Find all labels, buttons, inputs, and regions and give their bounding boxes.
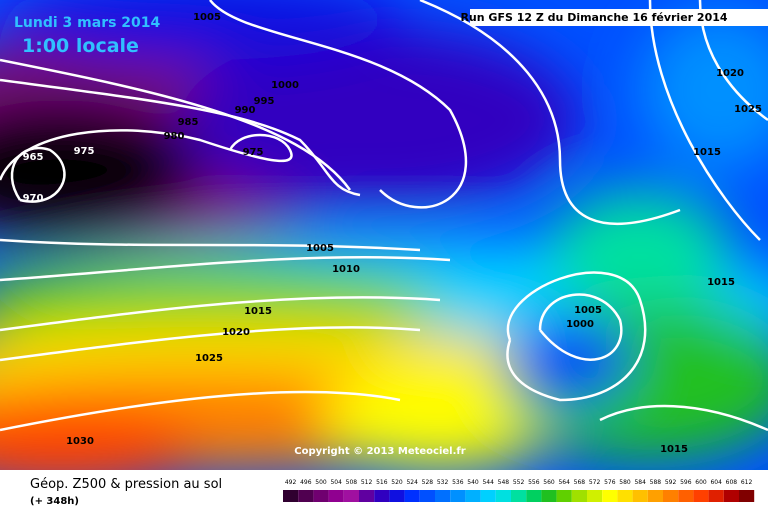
legend-swatch (283, 490, 299, 502)
legend-label: 520 (391, 479, 403, 486)
legend-swatch (556, 490, 572, 502)
legend-label: 536 (452, 479, 464, 486)
isobar-label: 1020 (716, 68, 744, 79)
legend-label: 500 (315, 479, 327, 486)
isobar-lines (0, 0, 768, 432)
legend-label: 516 (376, 479, 388, 486)
legend-swatch (450, 490, 466, 502)
legend-label: 532 (437, 479, 449, 486)
legend-swatch (343, 490, 359, 502)
legend-label: 580 (619, 479, 631, 486)
legend-swatch (495, 490, 511, 502)
isobar-label: 995 (254, 96, 275, 107)
legend-swatch (587, 490, 603, 502)
legend-label: 528 (422, 479, 434, 486)
field (0, 0, 768, 490)
legend-label: 568 (574, 479, 586, 486)
legend-swatch (389, 490, 405, 502)
legend-label: 560 (543, 479, 555, 486)
isobar-label: 980 (164, 131, 185, 142)
legend-swatch (374, 490, 390, 502)
legend-label: 512 (361, 479, 373, 486)
legend-swatch (708, 490, 724, 502)
legend-swatch (571, 490, 587, 502)
legend-swatch (435, 490, 451, 502)
legend-swatch (419, 490, 435, 502)
isobar-label: 975 (74, 146, 95, 157)
legend-swatch (632, 490, 648, 502)
legend-label: 504 (330, 479, 342, 486)
isobar-label: 990 (235, 105, 256, 116)
run-box (470, 9, 768, 26)
isobar-label: 1025 (734, 104, 762, 115)
legend-label: 584 (634, 479, 646, 486)
legend-swatch (511, 490, 527, 502)
isobar-label: 1025 (195, 353, 223, 364)
isobar-label: 1015 (693, 147, 721, 158)
legend-label: 592 (665, 479, 677, 486)
legend-swatch (541, 490, 557, 502)
legend-swatch (359, 490, 375, 502)
footer-title: Géop. Z500 & pression au sol (30, 477, 222, 492)
legend-swatch (480, 490, 496, 502)
copyright: Copyright © 2013 Meteociel.fr (294, 446, 465, 457)
legend-label: 608 (726, 479, 738, 486)
legend-label: 596 (680, 479, 692, 486)
legend-swatch (678, 490, 694, 502)
legend-label: 564 (558, 479, 570, 486)
isobar-label: 1005 (193, 12, 221, 23)
legend-swatch (298, 490, 314, 502)
legend-swatch (526, 490, 542, 502)
isobar-label: 1030 (66, 436, 94, 447)
date: Lundi 3 mars 2014 (14, 15, 161, 31)
legend-label: 576 (604, 479, 616, 486)
footer-lead: (+ 348h) (30, 496, 79, 507)
legend-swatch (739, 490, 755, 502)
isobar-label: 1015 (660, 444, 688, 455)
isobar-label: 1005 (574, 305, 602, 316)
legend-label: 496 (300, 479, 312, 486)
time: 1:00 locale (22, 35, 139, 57)
legend-label: 544 (482, 479, 494, 486)
color-legend: 492 496 500 504 508 512 516 520 524 528 532 536 540 5… (283, 479, 755, 502)
legend-swatch (404, 490, 420, 502)
isobar-label: 1005 (306, 243, 334, 254)
legend-swatch (328, 490, 344, 502)
legend-label: 572 (589, 479, 601, 486)
isobar-label: 1000 (271, 80, 299, 91)
legend-swatch (313, 490, 329, 502)
isobar-labels: 1005 1000 995 990 985 980 975 975 965 97… (23, 12, 762, 455)
legend-label: 604 (710, 479, 722, 486)
isobar-label: 1010 (332, 264, 360, 275)
legend-label: 508 (346, 479, 358, 486)
legend-swatch (647, 490, 663, 502)
legend-label: 492 (285, 479, 297, 486)
legend-label: 548 (498, 479, 510, 486)
isobar-label: 985 (178, 117, 199, 128)
legend-swatch (465, 490, 481, 502)
isobar-label: 1020 (222, 327, 250, 338)
legend-swatch (602, 490, 618, 502)
legend-swatch (723, 490, 739, 502)
isobar-label: 970 (23, 193, 44, 204)
run: Run GFS 12 Z du Dimanche 16 février 2014 (460, 11, 727, 24)
legend-swatch (693, 490, 709, 502)
isobar-label: 975 (243, 147, 264, 158)
legend-swatch (663, 490, 679, 502)
legend-label: 588 (650, 479, 662, 486)
legend-label: 556 (528, 479, 540, 486)
legend-label: 524 (406, 479, 418, 486)
isobar-label: 965 (23, 152, 44, 163)
legend-label: 540 (467, 479, 479, 486)
legend-swatch (617, 490, 633, 502)
isobar-label: 1015 (707, 277, 735, 288)
isobar-label: 1000 (566, 319, 594, 330)
legend-label: 612 (741, 479, 753, 486)
legend-label: 552 (513, 479, 525, 486)
legend-label: 600 (695, 479, 707, 486)
isobar-label: 1015 (244, 306, 272, 317)
